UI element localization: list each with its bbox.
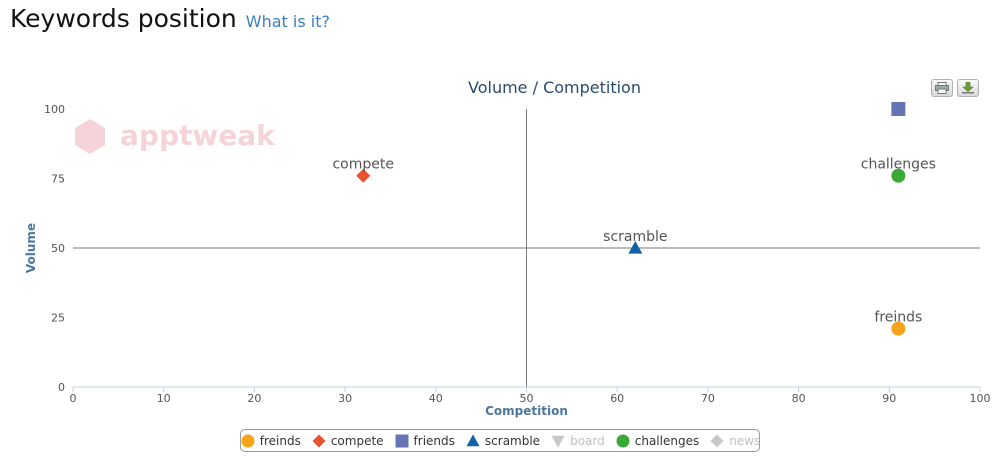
y-tick-label: 75 bbox=[51, 173, 65, 186]
legend-label: news bbox=[729, 433, 761, 448]
download-icon bbox=[962, 82, 974, 94]
x-tick-label: 70 bbox=[701, 392, 715, 405]
legend-label: compete bbox=[330, 433, 384, 448]
data-label-freinds: freinds bbox=[874, 310, 922, 326]
x-tick-label: 30 bbox=[338, 392, 352, 405]
legend-label: scramble bbox=[484, 433, 541, 448]
export-button[interactable] bbox=[957, 79, 979, 97]
x-tick-label: 100 bbox=[970, 392, 991, 405]
data-label-challenges: challenges bbox=[861, 157, 936, 173]
page-title: Keywords position bbox=[10, 4, 237, 33]
watermark-text: apptweak bbox=[120, 119, 276, 152]
legend-label: board bbox=[570, 433, 605, 448]
legend-item-scramble[interactable]: scramble bbox=[465, 433, 540, 449]
legend-item-compete[interactable]: compete bbox=[311, 433, 384, 449]
legend-symbol-compete bbox=[312, 434, 326, 447]
legend-marker-scramble bbox=[466, 434, 480, 446]
legend-item-news[interactable]: news bbox=[709, 433, 760, 449]
x-tick-label: 40 bbox=[429, 392, 443, 405]
legend-item-friends[interactable]: friends bbox=[394, 433, 455, 449]
legend-item-freinds[interactable]: freinds bbox=[240, 433, 301, 449]
legend-symbol-freinds bbox=[241, 434, 255, 447]
watermark-icon bbox=[75, 119, 105, 154]
watermark-logo: apptweak bbox=[75, 119, 276, 154]
x-axis-title: Competition bbox=[485, 404, 568, 418]
legend-symbol-board bbox=[551, 435, 565, 447]
x-tick-label: 80 bbox=[792, 392, 806, 405]
legend-symbol-scramble bbox=[466, 434, 480, 446]
page-header: Keywords position What is it? bbox=[10, 4, 330, 33]
x-tick-label: 20 bbox=[247, 392, 261, 405]
data-label-compete: compete bbox=[332, 157, 394, 173]
data-point-compete bbox=[356, 168, 371, 183]
legend-marker-freinds bbox=[241, 434, 255, 447]
legend-symbol-friends bbox=[395, 434, 409, 447]
printer-icon bbox=[935, 82, 949, 94]
legend-label: challenges bbox=[634, 433, 700, 448]
data-point-scramble bbox=[628, 241, 643, 254]
chart-title: Volume / Competition bbox=[468, 78, 641, 97]
data-point-freinds bbox=[891, 321, 906, 336]
y-tick-label: 25 bbox=[51, 312, 65, 325]
y-tick-label: 100 bbox=[44, 103, 65, 116]
legend-item-challenges[interactable]: challenges bbox=[615, 433, 699, 449]
legend-label: freinds bbox=[259, 433, 301, 448]
legend-label: friends bbox=[413, 433, 455, 448]
chart-legend: freinds compete friends scramble board challe… bbox=[240, 429, 760, 452]
data-point-friends bbox=[891, 102, 906, 116]
x-tick-label: 50 bbox=[520, 392, 534, 405]
legend-marker-compete bbox=[312, 434, 326, 447]
legend-marker-board bbox=[551, 435, 565, 447]
print-button[interactable] bbox=[931, 79, 953, 97]
legend-item-board[interactable]: board bbox=[550, 433, 605, 449]
x-tick-label: 10 bbox=[157, 392, 171, 405]
help-link[interactable]: What is it? bbox=[245, 12, 330, 31]
y-tick-label: 50 bbox=[51, 242, 65, 255]
legend-marker-challenges bbox=[616, 434, 630, 447]
data-label-scramble: scramble bbox=[603, 229, 667, 245]
x-tick-label: 60 bbox=[610, 392, 624, 405]
legend-symbol-challenges bbox=[616, 434, 630, 447]
legend-marker-news bbox=[710, 434, 724, 447]
x-tick-label: 0 bbox=[70, 392, 77, 405]
x-tick-label: 90 bbox=[882, 392, 896, 405]
data-point-challenges bbox=[891, 168, 906, 183]
legend-symbol-news bbox=[710, 434, 724, 447]
y-tick-label: 0 bbox=[58, 381, 65, 394]
legend-marker-friends bbox=[395, 434, 409, 447]
y-axis-title: Volume bbox=[24, 223, 38, 273]
